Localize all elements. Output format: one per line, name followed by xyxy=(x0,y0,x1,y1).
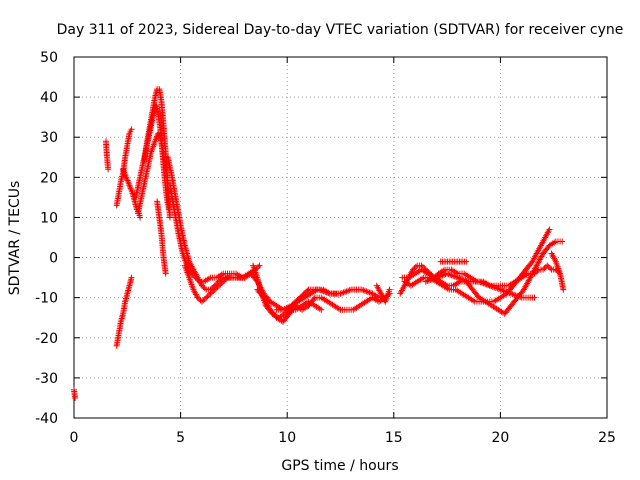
trace-marker xyxy=(223,275,230,282)
x-tick-label: 0 xyxy=(70,430,79,446)
data-point xyxy=(72,394,79,401)
data-point xyxy=(215,282,222,289)
data-point xyxy=(531,294,538,301)
trace-marker xyxy=(201,285,208,292)
data-point xyxy=(386,286,393,293)
trace-marker xyxy=(206,291,213,298)
data-point xyxy=(192,274,199,281)
y-tick-label: -10 xyxy=(35,291,58,307)
data-point xyxy=(463,258,470,265)
x-tick-label: 5 xyxy=(176,430,185,446)
data-point xyxy=(211,286,218,293)
data-point xyxy=(559,238,566,245)
data-point xyxy=(544,262,551,269)
trace-marker xyxy=(217,281,224,288)
y-tick-label: -20 xyxy=(35,331,58,347)
y-tick-label: 40 xyxy=(40,90,58,106)
data-point xyxy=(128,126,135,133)
trace-marker xyxy=(412,263,419,270)
y-tick-label: 0 xyxy=(49,251,58,267)
y-axis-label: SDTVAR / TECUs xyxy=(7,181,23,296)
trace-marker xyxy=(221,277,228,284)
data-point xyxy=(198,298,205,305)
data-points xyxy=(71,86,567,401)
trace-marker xyxy=(310,296,317,303)
data-point xyxy=(546,226,553,233)
data-point xyxy=(318,306,325,313)
data-point xyxy=(256,262,263,269)
trace-marker xyxy=(208,289,215,296)
data-point xyxy=(203,294,210,301)
y-tick-label: 10 xyxy=(40,210,58,226)
data-point xyxy=(333,290,340,297)
data-point xyxy=(166,214,173,221)
trace-marker xyxy=(193,275,200,282)
x-tick-label: 20 xyxy=(491,430,509,446)
x-tick-label: 25 xyxy=(598,430,616,446)
x-tick-label: 15 xyxy=(385,430,403,446)
trace-marker xyxy=(214,283,221,290)
data-point xyxy=(207,290,214,297)
trace-marker xyxy=(411,265,418,272)
x-tick-label: 10 xyxy=(278,430,296,446)
trace-marker xyxy=(200,297,207,304)
y-tick-label: 30 xyxy=(40,130,58,146)
data-point xyxy=(162,270,169,277)
trace-marker xyxy=(191,273,198,280)
trace-marker xyxy=(204,293,211,300)
data-point xyxy=(409,266,416,273)
y-tick-label: 20 xyxy=(40,170,58,186)
trace-marker xyxy=(218,279,225,286)
trace-marker xyxy=(547,265,554,272)
trace-marker xyxy=(213,285,220,292)
trace-marker xyxy=(545,263,552,270)
y-tick-label: 50 xyxy=(40,50,58,66)
axis-ticks: 0 5 10 15 20 25 -40 -30 -20 -10 0 10 20 30 40 50 xyxy=(35,50,616,446)
data-point xyxy=(194,294,201,301)
trace-marker xyxy=(541,265,548,272)
plot-frame xyxy=(73,56,608,419)
trace-marker xyxy=(200,283,207,290)
trace-marker xyxy=(195,277,202,284)
data-point xyxy=(105,166,112,173)
data-point xyxy=(220,278,227,285)
chart-title: Day 311 of 2023, Sidereal Day-to-day VTE… xyxy=(57,22,624,38)
data-point xyxy=(560,286,567,293)
y-tick-label: -30 xyxy=(35,371,58,387)
trace-marker xyxy=(189,271,196,278)
data-point xyxy=(128,274,135,281)
data-point xyxy=(540,266,547,273)
trace-marker xyxy=(210,287,217,294)
data-point xyxy=(137,214,144,221)
y-tick-label: -40 xyxy=(35,411,58,427)
x-axis-label: GPS time / hours xyxy=(281,458,398,474)
trace-marker xyxy=(201,296,208,303)
trace-marker xyxy=(196,296,203,303)
